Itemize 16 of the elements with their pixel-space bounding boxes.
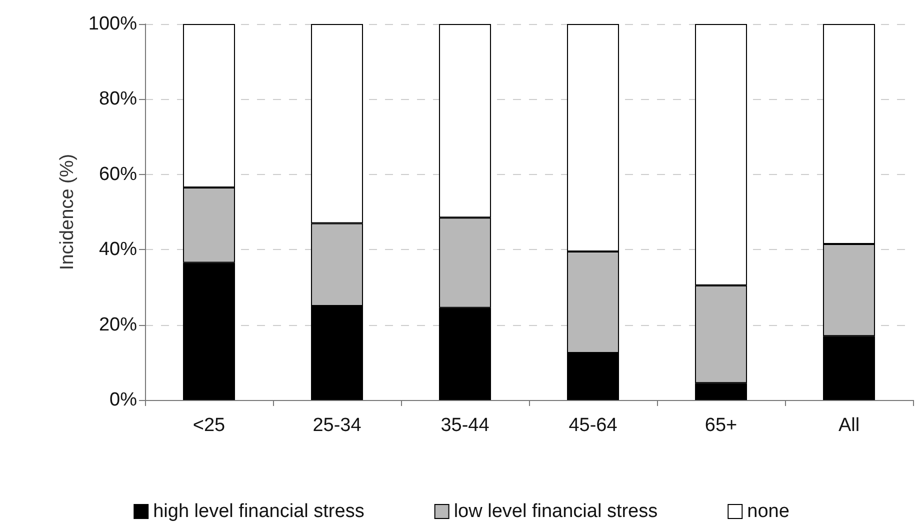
y-axis-title: Incidence (%) <box>57 154 78 270</box>
x-tick-label: 65+ <box>704 415 738 436</box>
x-tick-label: All <box>838 415 860 436</box>
y-tick-label: 20% <box>98 314 138 336</box>
x-tick-label: 45-64 <box>568 415 618 436</box>
y-tick-label: 40% <box>98 239 138 260</box>
x-tick-label: 35-44 <box>440 415 490 436</box>
legend-label: none <box>747 501 790 522</box>
y-tick-label: 60% <box>98 164 138 185</box>
legend-label: high level financial stress <box>153 501 364 522</box>
y-tick-label: 80% <box>98 88 138 110</box>
y-tick-label: 0% <box>110 390 138 410</box>
x-tick-label: <25 <box>192 415 226 436</box>
legend-label: low level financial stress <box>454 501 658 522</box>
y-tick-label: 100% <box>88 14 138 34</box>
x-tick-label: 25-34 <box>312 415 362 436</box>
